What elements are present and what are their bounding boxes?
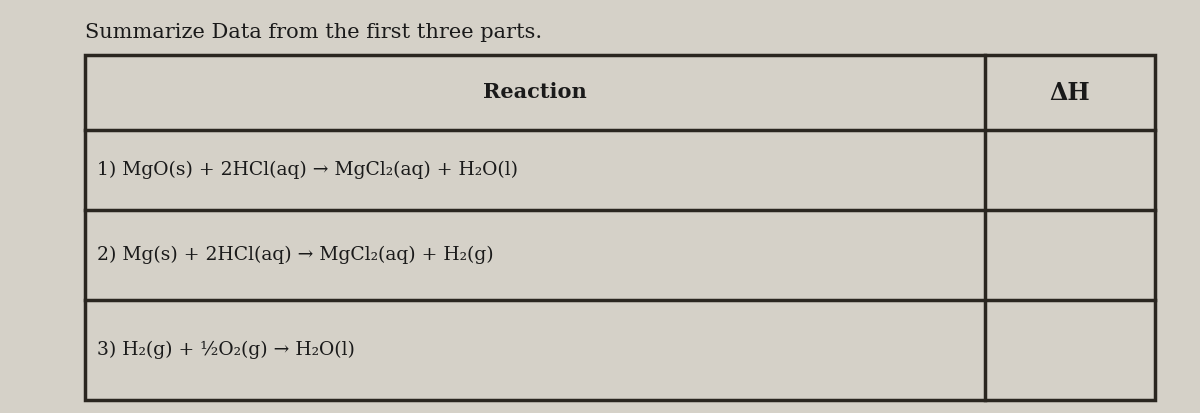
Text: 3) H₂(g) + ½O₂(g) → H₂O(l): 3) H₂(g) + ½O₂(g) → H₂O(l) bbox=[97, 341, 355, 359]
Text: ΔH: ΔH bbox=[1050, 81, 1091, 104]
Bar bbox=[85, 55, 1154, 400]
Text: 1) MgO(s) + 2HCl(aq) → MgCl₂(aq) + H₂O(l): 1) MgO(s) + 2HCl(aq) → MgCl₂(aq) + H₂O(l… bbox=[97, 161, 518, 179]
Text: Reaction: Reaction bbox=[484, 83, 587, 102]
Bar bbox=[85, 55, 1154, 400]
Text: 2) Mg(s) + 2HCl(aq) → MgCl₂(aq) + H₂(g): 2) Mg(s) + 2HCl(aq) → MgCl₂(aq) + H₂(g) bbox=[97, 246, 493, 264]
Text: Summarize Data from the first three parts.: Summarize Data from the first three part… bbox=[85, 22, 542, 41]
